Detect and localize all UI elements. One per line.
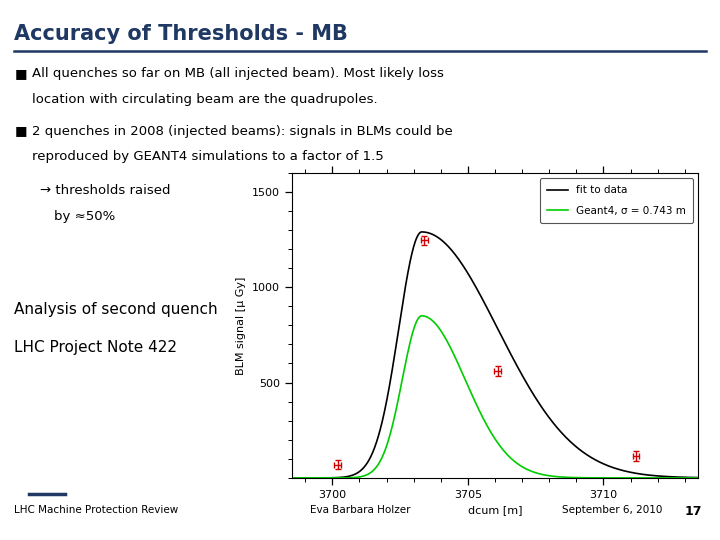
Text: September 6, 2010: September 6, 2010 [562,505,662,515]
Text: LHC Machine Protection Review: LHC Machine Protection Review [14,505,179,515]
Y-axis label: BLM signal [μ Gy]: BLM signal [μ Gy] [236,276,246,375]
Geant4, σ = 0.743 m [246,475,255,481]
Line: Geant4, σ = 0.743 m: Geant4, σ = 0.743 m [251,316,720,478]
Text: Eva Barbara Holzer: Eva Barbara Holzer [310,505,410,515]
Text: reproduced by GEANT4 simulations to a factor of 1.5: reproduced by GEANT4 simulations to a fa… [32,151,384,164]
Text: 17: 17 [685,505,702,518]
Text: All quenches so far on MB (all injected beam). Most likely loss: All quenches so far on MB (all injected … [32,68,444,80]
Line: fit to data: fit to data [251,232,720,478]
Text: by ≈50%: by ≈50% [54,210,115,223]
Text: 2 quenches in 2008 (injected beams): signals in BLMs could be: 2 quenches in 2008 (injected beams): sig… [32,125,453,138]
X-axis label: dcum [m]: dcum [m] [468,505,522,515]
fit to data [485,307,493,314]
fit to data [271,475,280,481]
Text: Accuracy of Thresholds - MB: Accuracy of Thresholds - MB [14,24,348,44]
fit to data [246,475,255,481]
Text: → thresholds raised: → thresholds raised [40,184,170,197]
fit to data [418,228,426,235]
Legend: fit to data, Geant4, σ = 0.743 m: fit to data, Geant4, σ = 0.743 m [539,178,693,223]
Text: ■: ■ [14,68,27,80]
Text: LHC Project Note 422: LHC Project Note 422 [14,340,177,355]
Geant4, σ = 0.743 m [631,475,640,481]
Geant4, σ = 0.743 m [271,475,280,481]
Geant4, σ = 0.743 m [418,313,426,319]
fit to data [472,284,480,290]
fit to data [631,470,640,476]
Geant4, σ = 0.743 m [485,425,493,431]
Text: ■: ■ [14,125,27,138]
Text: Analysis of second quench: Analysis of second quench [14,302,218,318]
Geant4, σ = 0.743 m [472,400,480,406]
Text: location with circulating beam are the quadrupoles.: location with circulating beam are the q… [32,93,378,106]
